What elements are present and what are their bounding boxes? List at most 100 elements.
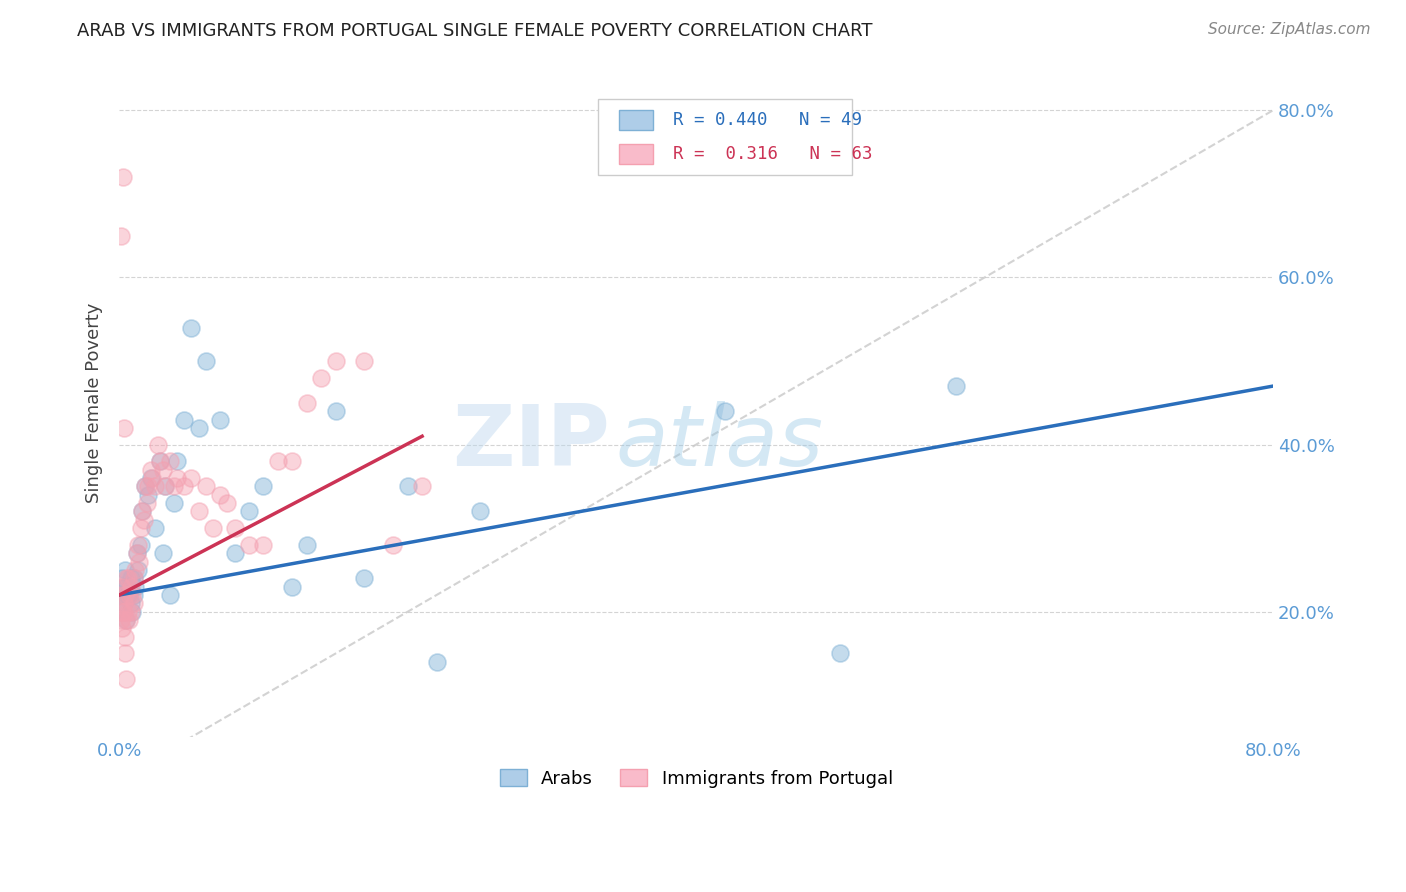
Point (194, 479, 217, 493)
Point (114, 563, 136, 577)
Point (163, 496, 186, 510)
Point (112, 605, 135, 619)
Text: ZIP: ZIP (451, 401, 610, 484)
Point (117, 571, 139, 585)
Text: R =  0.316   N = 63: R = 0.316 N = 63 (673, 145, 873, 163)
Point (112, 580, 135, 594)
Point (139, 463, 162, 477)
FancyBboxPatch shape (619, 144, 654, 164)
Point (110, 228, 132, 243)
Point (149, 454, 172, 468)
Point (194, 354, 217, 368)
Point (180, 471, 202, 485)
Point (114, 647, 136, 661)
Point (120, 596, 142, 610)
Point (124, 580, 146, 594)
Point (111, 580, 134, 594)
Point (124, 563, 146, 577)
Point (118, 588, 141, 602)
Point (134, 479, 156, 493)
Point (112, 421, 135, 435)
Point (117, 605, 139, 619)
Point (127, 538, 149, 552)
Point (134, 479, 156, 493)
Point (411, 479, 433, 493)
Point (122, 596, 145, 610)
Point (714, 404, 737, 418)
Point (125, 546, 148, 560)
Point (129, 521, 152, 535)
Point (217, 496, 239, 510)
Point (281, 580, 304, 594)
Point (127, 563, 149, 577)
Point (118, 588, 141, 602)
Point (111, 170, 134, 185)
Point (135, 496, 157, 510)
Point (166, 454, 188, 468)
Point (115, 571, 138, 585)
Point (115, 613, 138, 627)
Point (187, 504, 209, 518)
Point (114, 588, 136, 602)
Point (187, 421, 209, 435)
Point (166, 471, 188, 485)
Point (114, 588, 136, 602)
Point (945, 379, 967, 393)
Point (830, 647, 852, 661)
Point (114, 630, 136, 644)
Text: ARAB VS IMMIGRANTS FROM PORTUGAL SINGLE FEMALE POVERTY CORRELATION CHART: ARAB VS IMMIGRANTS FROM PORTUGAL SINGLE … (77, 22, 873, 40)
Point (110, 588, 132, 602)
Point (209, 412, 232, 426)
Point (252, 538, 274, 552)
Text: Source: ZipAtlas.com: Source: ZipAtlas.com (1208, 22, 1371, 37)
Point (325, 404, 347, 418)
Point (425, 655, 447, 669)
Point (131, 504, 153, 518)
Point (115, 613, 138, 627)
Point (122, 571, 145, 585)
Point (159, 454, 181, 468)
Point (173, 412, 195, 426)
Point (122, 588, 145, 602)
Point (173, 479, 195, 493)
Point (112, 596, 135, 610)
Point (155, 479, 177, 493)
Point (267, 454, 290, 468)
Point (111, 622, 134, 636)
Point (252, 479, 274, 493)
Point (382, 538, 405, 552)
Point (224, 521, 246, 535)
Point (120, 571, 142, 585)
Point (128, 555, 150, 569)
Point (111, 571, 134, 585)
Point (122, 571, 145, 585)
Point (115, 580, 138, 594)
Point (115, 672, 138, 686)
Point (281, 454, 304, 468)
Point (117, 588, 139, 602)
Point (125, 546, 148, 560)
FancyBboxPatch shape (619, 110, 654, 130)
Point (152, 546, 174, 560)
Point (132, 513, 155, 527)
Point (111, 605, 134, 619)
Point (238, 504, 260, 518)
Point (120, 580, 142, 594)
Point (120, 605, 142, 619)
Point (163, 479, 186, 493)
Point (180, 320, 202, 334)
Point (295, 396, 318, 410)
Point (295, 538, 318, 552)
Point (396, 479, 419, 493)
FancyBboxPatch shape (598, 99, 852, 176)
Point (118, 613, 141, 627)
Point (309, 370, 332, 384)
Point (143, 479, 166, 493)
Text: atlas: atlas (616, 401, 824, 484)
Point (129, 538, 152, 552)
Point (159, 588, 181, 602)
Point (136, 488, 159, 502)
Text: R = 0.440   N = 49: R = 0.440 N = 49 (673, 112, 862, 129)
Point (141, 471, 163, 485)
Point (110, 613, 132, 627)
